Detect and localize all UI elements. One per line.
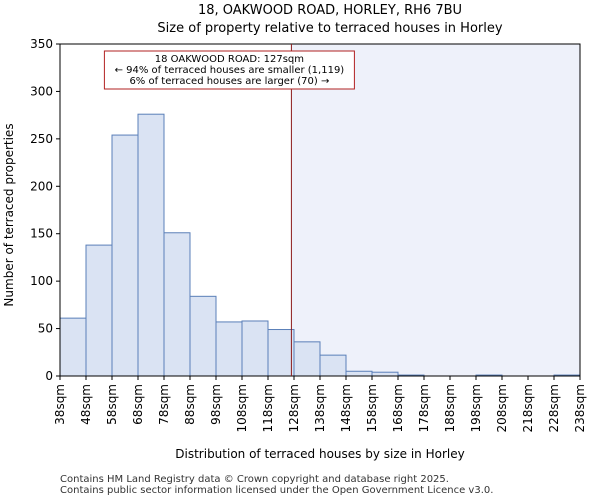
- histogram-bar: [215, 321, 243, 377]
- annotation-box: [103, 50, 355, 90]
- x-tick-label: 168sqm: [391, 384, 405, 432]
- annotation-line: 6% of terraced houses are larger (70) →: [129, 76, 329, 87]
- chart-title: 18, OAKWOOD ROAD, HORLEY, RH6 7BU: [198, 3, 462, 18]
- larger-region-highlight: [291, 44, 580, 376]
- x-tick-label: 118sqm: [261, 384, 275, 432]
- x-tick-label: 88sqm: [183, 384, 197, 425]
- chart-subtitle: Size of property relative to terraced ho…: [157, 21, 502, 36]
- annotation-line: 18 OAKWOOD ROAD: 127sqm: [155, 54, 304, 65]
- y-tick-label: 150: [30, 227, 53, 241]
- x-tick-label: 148sqm: [339, 384, 353, 432]
- x-axis-label: Distribution of terraced houses by size …: [175, 447, 464, 461]
- y-tick-label: 300: [30, 84, 53, 98]
- x-tick-label: 58sqm: [105, 384, 119, 425]
- y-tick-label: 0: [45, 369, 53, 383]
- histogram-bar: [241, 320, 269, 377]
- y-tick-label: 100: [30, 274, 53, 288]
- x-tick-label: 218sqm: [521, 384, 535, 432]
- y-tick-label: 50: [38, 322, 53, 336]
- histogram-bar: [319, 354, 347, 377]
- x-tick-label: 178sqm: [417, 384, 431, 432]
- x-tick-label: 188sqm: [443, 384, 457, 432]
- x-tick-label: 158sqm: [365, 384, 379, 432]
- x-tick-label: 48sqm: [79, 384, 93, 425]
- x-tick-label: 68sqm: [131, 384, 145, 425]
- histogram-bar: [371, 371, 399, 377]
- histogram-chart: 18, OAKWOOD ROAD, HORLEY, RH6 7BU Size o…: [2, 3, 587, 461]
- x-tick-label: 78sqm: [157, 384, 171, 425]
- footer: Contains HM Land Registry data © Crown c…: [60, 474, 493, 496]
- x-tick-label: 228sqm: [547, 384, 561, 432]
- x-tick-label: 38sqm: [53, 384, 67, 425]
- histogram-bar: [163, 232, 191, 377]
- histogram-bar: [267, 329, 295, 377]
- footer-line-2: Contains public sector information licen…: [60, 485, 494, 496]
- y-tick-label: 350: [30, 37, 53, 51]
- x-tick-label: 138sqm: [313, 384, 327, 432]
- annotation-line: ← 94% of terraced houses are smaller (1,…: [115, 65, 345, 76]
- x-tick-label: 238sqm: [573, 384, 587, 432]
- footer-line-1: Contains HM Land Registry data © Crown c…: [60, 474, 449, 485]
- y-axis-label: Number of terraced properties: [2, 123, 16, 306]
- x-tick-label: 128sqm: [287, 384, 301, 432]
- y-tick-label: 200: [30, 179, 53, 193]
- y-tick-label: 250: [30, 132, 53, 146]
- x-tick-label: 198sqm: [469, 384, 483, 432]
- x-tick-label: 208sqm: [495, 384, 509, 432]
- histogram-bar: [345, 370, 373, 377]
- x-tick-label: 98sqm: [209, 384, 223, 425]
- histogram-bar: [59, 317, 87, 377]
- histogram-bar: [111, 134, 139, 377]
- histogram-bar: [293, 341, 321, 377]
- x-tick-label: 108sqm: [235, 384, 249, 432]
- plot-area: 0 50 100 150 200 250 300 350 38sqm 48sqm 58sqm 68sq…: [30, 37, 587, 432]
- histogram-bar: [137, 113, 165, 377]
- histogram-bar: [85, 244, 113, 377]
- histogram-bar: [189, 295, 217, 377]
